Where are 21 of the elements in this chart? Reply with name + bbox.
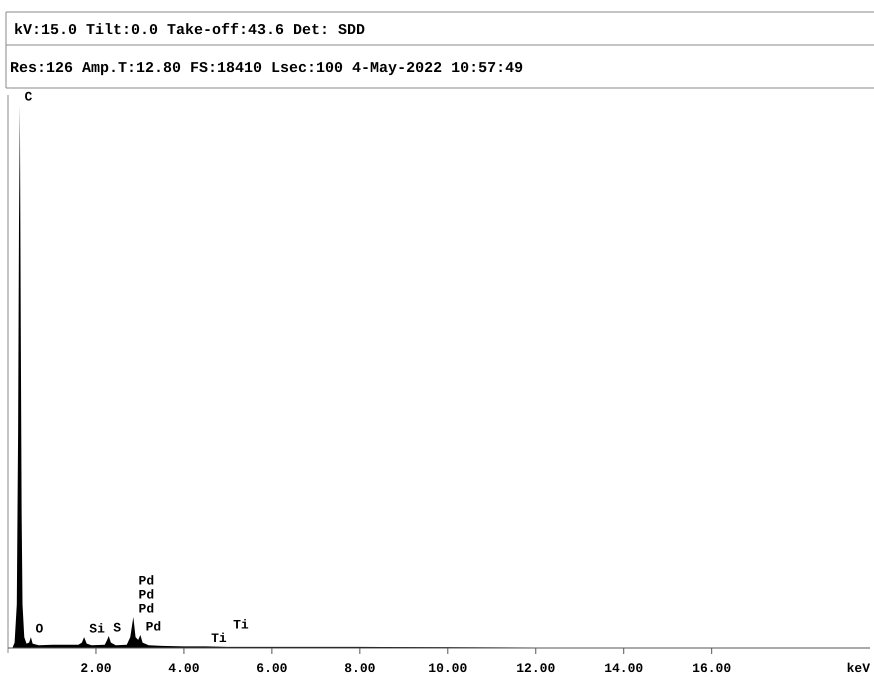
chart-title: kV:15.0 Tilt:0.0 Take-off:43.6 Det: SDD — [14, 22, 366, 39]
x-tick-label: 16.00 — [692, 661, 732, 676]
x-tick-label: 8.00 — [344, 661, 376, 676]
annotation: S — [113, 620, 122, 636]
annotation: Pd — [146, 620, 162, 635]
x-axis-title: keV — [846, 661, 870, 676]
annotation: Ti — [211, 630, 227, 646]
annotation: Ti — [233, 617, 249, 632]
x-tick-label: 10.00 — [428, 661, 468, 676]
chart-subtitle: Res:126 Amp.T:12.80 FS:18410 Lsec:100 4-May-2022 10:57:49 — [10, 60, 524, 77]
x-tick-label: 2.00 — [80, 661, 112, 676]
x-tick-label: 4.00 — [168, 661, 200, 676]
annotation: Si — [89, 622, 106, 637]
x-tick-label: 14.00 — [604, 661, 644, 676]
annotation: C — [24, 90, 32, 105]
annotation: Pd — [138, 588, 154, 603]
x-tick-label: 12.00 — [516, 661, 556, 676]
annotation: Pd — [138, 602, 154, 617]
x-tick-label: 6.00 — [256, 661, 288, 676]
annotation: Pd — [138, 574, 154, 589]
annotation: O — [35, 622, 44, 637]
